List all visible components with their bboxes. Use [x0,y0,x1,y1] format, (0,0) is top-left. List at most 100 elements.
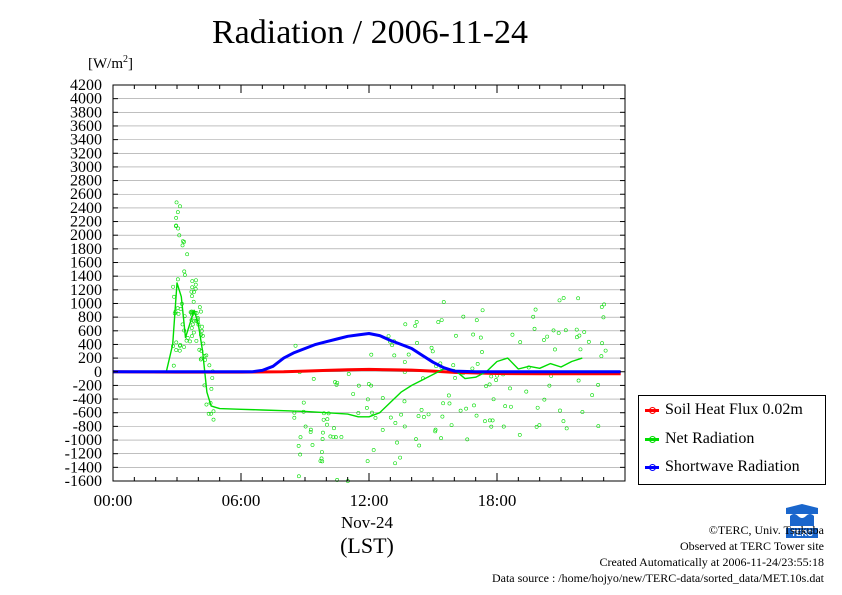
y-tick-label: 3400 [70,132,102,149]
scatter-point [393,461,397,466]
scatter-point [325,417,330,422]
scatter-point [532,326,537,331]
scatter-point [204,402,209,407]
y-tick-label: 400 [78,336,102,353]
footer-source: Data source : /home/hojyo/new/TERC-data/… [491,571,824,585]
scatter-point [535,405,540,410]
scatter-point [586,339,591,344]
y-tick-label: -800 [73,418,102,435]
scatter-point [190,334,194,339]
scatter-point [199,356,204,361]
scatter-point [392,353,397,358]
scatter-point [177,348,182,353]
footer-created: Created Automatically at 2006-11-24/23:5… [599,555,824,569]
y-tick-label: 4000 [70,91,102,108]
scatter-point [388,415,393,420]
scatter-point [426,412,431,417]
scatter-point [413,324,418,328]
scatter-point [471,332,476,337]
scatter-point [403,322,408,327]
scatter-point [461,314,466,319]
scatter-point [171,284,175,289]
scatter-point [298,435,303,440]
x-tick-label: 18:00 [478,491,517,510]
scatter-point [320,459,325,464]
scatter-point [209,411,213,416]
legend-label-soil: Soil Heat Flux 0.02m [665,401,803,418]
scatter-point [475,361,480,366]
scatter-point [402,424,407,429]
scatter-point [321,430,325,435]
y-tick-label: -1600 [65,473,102,490]
y-tick-label: 2000 [70,227,102,244]
footer-credits: ©TERC, Univ. Tsukuba Observed at TERC To… [492,522,824,586]
scatter-point [319,450,324,454]
scatter-point [303,424,308,429]
scatter-point [206,411,211,416]
scatter-point [417,443,422,448]
scatter-point [178,204,182,209]
scatter-point [193,282,198,287]
scatter-point [211,409,216,414]
scatter-point [182,273,187,277]
scatter-point [465,437,470,442]
scatter-point [339,435,344,439]
y-tick-label: 200 [78,350,102,367]
scatter-point [484,384,488,389]
scatter-point [176,226,180,231]
scatter-point [517,433,522,437]
scatter-point [325,422,329,427]
y-tick-label: 0 [94,364,102,381]
footer-copyright: ©TERC, Univ. Tsukuba [708,523,824,537]
scatter-point [180,243,185,248]
scatter-point [454,333,458,338]
x-axis-ticks: 00:00 06:00 12:00 18:00 [94,85,626,510]
x-date-label: Nov-24 [341,513,393,532]
scatter-point [191,299,196,304]
scatter-point [184,338,189,343]
scatter-point [296,474,301,479]
scatter-point [351,392,356,396]
scatter-point [510,332,515,337]
scatter-point [534,425,539,429]
y-tick-label: -1400 [65,459,102,476]
scatter-point [542,338,546,342]
scatter-point [561,296,566,300]
scatter-point [414,437,418,442]
scatter-point [293,343,298,348]
scatter-point [406,352,411,357]
scatter-point [399,412,403,417]
scatter-point [189,326,194,330]
scatter-point [334,382,339,387]
grid-lines [113,98,625,468]
y-tick-label: 1000 [70,295,102,312]
y-tick-label: -400 [73,391,102,408]
scatter-point [174,348,179,352]
scatter-point [474,318,479,323]
scatter-point [556,331,561,335]
scatter-point [321,417,326,422]
scatter-point [395,440,399,445]
scatter-point [190,294,194,299]
scatter-point [192,290,196,294]
scatter-point [545,334,550,339]
scatter-point [458,408,463,413]
terc-logo-icon: TERC [782,502,822,540]
scatter-point [174,200,179,205]
scatter-point [298,452,303,457]
scatter-point [503,404,508,409]
scatter-point [478,335,483,340]
legend-item-net: Net Radiation [645,427,754,451]
scatter-point [201,333,205,338]
scatter-point [596,383,600,387]
scatter-point [576,296,581,301]
scatter-point [356,411,361,415]
scatter-point [464,406,469,411]
scatter-point [380,428,385,432]
scatter-point [190,279,195,284]
scatter-point [199,328,204,333]
scatter-point [601,315,606,320]
y-tick-label: 1400 [70,268,102,285]
scatter-point [483,419,487,424]
